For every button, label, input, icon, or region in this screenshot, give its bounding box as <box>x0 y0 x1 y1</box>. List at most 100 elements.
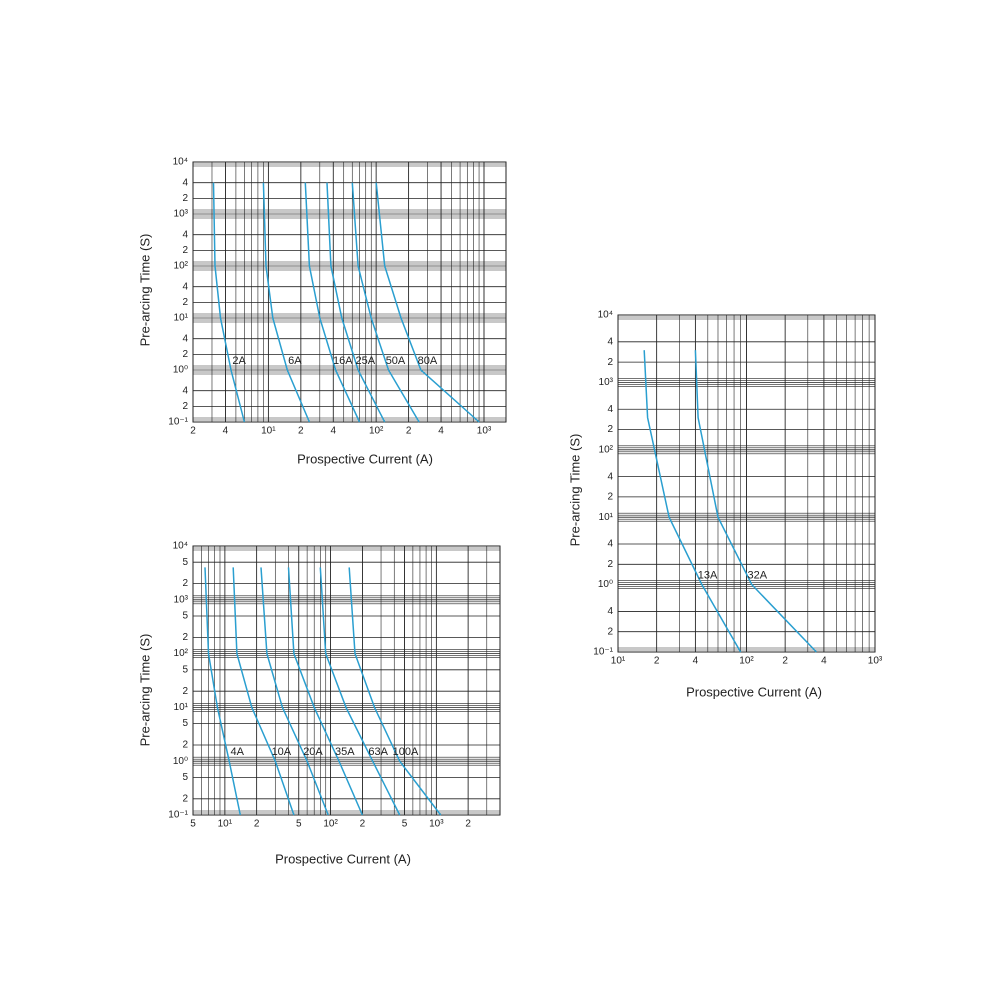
y-tick-label: 2 <box>182 401 188 412</box>
x-tick-label: 2 <box>190 426 196 437</box>
curve-label: 35A <box>335 746 355 758</box>
x-tick-label: 10¹ <box>611 656 626 667</box>
curve-label: 63A <box>368 746 388 758</box>
y-tick-label: 2 <box>182 578 188 589</box>
x-tick-label: 2 <box>465 819 471 830</box>
x-tick-label: 2 <box>654 656 660 667</box>
y-tick-label: 4 <box>607 471 613 482</box>
curve-label: 13A <box>698 570 718 582</box>
x-tick-label: 2 <box>298 426 304 437</box>
y-tick-label: 2 <box>607 559 613 570</box>
y-axis-title: Pre-arcing Time (S) <box>567 434 582 547</box>
y-tick-label: 4 <box>607 539 613 550</box>
plot-frame <box>192 545 501 816</box>
curve-label: 50A <box>386 355 406 367</box>
fuse-curve <box>260 567 329 816</box>
chart: 10¹ 2 4 10² 2 4 10³ 10⁻¹ 2 4 10⁰ 2 4 10¹ 2 4 10² 2 4 10³ 2 4 1… <box>567 310 882 700</box>
x-tick-label: 10³ <box>868 656 883 667</box>
y-tick-label: 2 <box>182 686 188 697</box>
y-tick-label: 2 <box>182 193 188 204</box>
x-tick-label: 10¹ <box>261 426 276 437</box>
x-tick-label: 2 <box>782 656 788 667</box>
y-tick-label: 4 <box>182 333 188 344</box>
fuse-curve <box>375 182 480 423</box>
y-tick-label: 10⁴ <box>173 157 188 168</box>
y-tick-label: 4 <box>182 385 188 396</box>
fuse-curve <box>643 350 742 653</box>
chart: 5 10¹ 2 5 10² 2 5 10³ 2 10⁻¹ 2 5 10⁰ 2 5 10¹ 2 5 10² 2 5 10³ 2… <box>137 541 501 866</box>
y-tick-label: 10³ <box>599 377 614 388</box>
y-tick-label: 5 <box>182 611 188 622</box>
y-tick-label: 4 <box>182 229 188 240</box>
y-tick-label: 5 <box>182 664 188 675</box>
fuse-curve <box>304 182 361 423</box>
y-tick-label: 4 <box>182 281 188 292</box>
y-tick-label: 10⁰ <box>598 579 613 590</box>
y-tick-label: 10³ <box>174 209 189 220</box>
fuse-curve <box>351 182 420 423</box>
y-tick-label: 2 <box>182 245 188 256</box>
x-tick-label: 4 <box>438 426 444 437</box>
curve-label: 4A <box>230 746 244 758</box>
x-axis-title: Prospective Current (A) <box>686 684 822 699</box>
fuse-curve <box>232 567 295 816</box>
y-tick-label: 10¹ <box>599 512 614 523</box>
x-tick-label: 4 <box>223 426 229 437</box>
y-tick-label: 2 <box>182 740 188 751</box>
y-tick-label: 4 <box>607 404 613 415</box>
x-tick-label: 10² <box>369 426 384 437</box>
x-tick-label: 2 <box>360 819 366 830</box>
x-tick-label: 10¹ <box>218 819 233 830</box>
fuse-curve <box>204 567 242 816</box>
chart: 2 4 10¹ 2 4 10² 2 4 10³10⁻¹2410⁰2410¹2410²2410³2… <box>137 157 507 466</box>
y-tick-label: 2 <box>607 626 613 637</box>
curve-label: 20A <box>303 746 323 758</box>
y-tick-label: 10³ <box>174 594 189 605</box>
y-tick-label: 10⁻¹ <box>593 647 613 658</box>
x-axis-title: Prospective Current (A) <box>275 851 411 866</box>
y-tick-label: 10¹ <box>174 313 189 324</box>
x-tick-label: 5 <box>190 819 196 830</box>
y-tick-label: 4 <box>182 177 188 188</box>
y-tick-label: 10⁰ <box>173 756 188 767</box>
x-tick-label: 10³ <box>477 426 492 437</box>
y-tick-label: 10¹ <box>174 702 189 713</box>
y-axis-title: Pre-arcing Time (S) <box>137 234 152 347</box>
y-tick-label: 4 <box>607 606 613 617</box>
fuse-curve <box>319 567 401 816</box>
curve-label: 16A <box>333 355 353 367</box>
x-axis-title: Prospective Current (A) <box>297 451 433 466</box>
y-tick-label: 10⁻¹ <box>168 810 188 821</box>
y-tick-label: 2 <box>607 492 613 503</box>
fuse-curve <box>326 182 386 423</box>
y-tick-label: 5 <box>182 718 188 729</box>
x-tick-label: 10³ <box>429 819 444 830</box>
fuse-curve <box>287 567 364 816</box>
y-tick-label: 10⁴ <box>598 310 613 321</box>
x-tick-label: 2 <box>406 426 412 437</box>
y-axis-title: Pre-arcing Time (S) <box>137 634 152 747</box>
y-tick-label: 10² <box>174 648 189 659</box>
curve-label: 32A <box>748 570 768 582</box>
x-tick-label: 10² <box>323 819 338 830</box>
plot-frame <box>617 314 876 653</box>
fuse-curve <box>212 182 246 423</box>
plot-frame <box>192 161 507 423</box>
curve-label: 10A <box>272 746 292 758</box>
x-tick-label: 5 <box>402 819 408 830</box>
y-tick-label: 4 <box>607 336 613 347</box>
x-tick-label: 2 <box>254 819 260 830</box>
y-tick-label: 10⁻¹ <box>168 417 188 428</box>
curve-label: 6A <box>288 355 302 367</box>
y-tick-label: 10² <box>599 444 614 455</box>
y-tick-label: 5 <box>182 772 188 783</box>
y-tick-label: 10² <box>174 261 189 272</box>
fuse-curve <box>262 182 311 423</box>
x-tick-label: 4 <box>693 656 699 667</box>
y-tick-label: 2 <box>607 424 613 435</box>
curve-label: 80A <box>418 355 438 367</box>
y-tick-label: 2 <box>182 793 188 804</box>
y-tick-label: 5 <box>182 557 188 568</box>
fuse-curve <box>348 567 442 816</box>
